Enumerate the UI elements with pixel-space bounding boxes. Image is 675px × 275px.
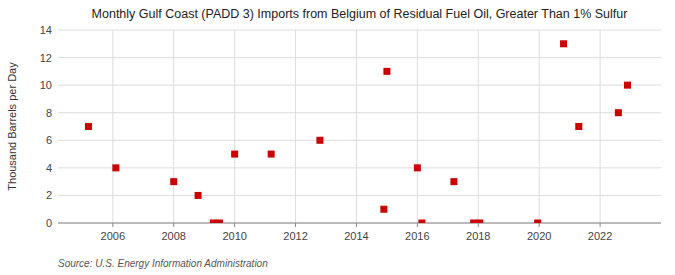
- x-tick: [234, 223, 235, 227]
- point: [534, 220, 541, 224]
- point: [615, 109, 622, 116]
- x-tick-label: 2006: [101, 230, 125, 242]
- point: [231, 151, 238, 158]
- y-tick-label: 12: [40, 52, 52, 64]
- point: [216, 220, 223, 224]
- points: [85, 40, 631, 223]
- x-tick-label: 2022: [588, 230, 612, 242]
- y-tick-label: 2: [46, 189, 52, 201]
- grid-line: [234, 30, 235, 223]
- grid-line: [58, 140, 661, 141]
- grid-line: [417, 30, 418, 223]
- x-tick-label: 2014: [344, 230, 368, 242]
- x-tick-label: 2018: [466, 230, 490, 242]
- point: [170, 178, 177, 185]
- point: [470, 220, 477, 224]
- x-tick: [173, 223, 174, 227]
- point: [316, 137, 323, 144]
- grid-line: [112, 30, 113, 223]
- grid-line: [58, 112, 661, 113]
- point: [380, 206, 387, 213]
- x-tick: [112, 223, 113, 227]
- grid-line: [600, 30, 601, 223]
- background: [0, 0, 675, 275]
- grid-line: [356, 30, 357, 223]
- grid-line: [58, 85, 661, 86]
- y-tick-label: 4: [46, 162, 52, 174]
- point: [210, 220, 217, 224]
- x-tick-label: 2016: [405, 230, 429, 242]
- y-tick-label: 14: [40, 24, 52, 36]
- point: [476, 220, 483, 224]
- x-tick: [356, 223, 357, 227]
- x-tick-label: 2008: [161, 230, 185, 242]
- point: [575, 123, 582, 130]
- point: [624, 82, 631, 89]
- x-tick-label: 2012: [283, 230, 307, 242]
- x-tick: [539, 223, 540, 227]
- point: [85, 123, 92, 130]
- grid-line: [58, 195, 661, 196]
- y-axis-label: Thousand Barrels per Day: [6, 62, 18, 191]
- point: [418, 220, 425, 224]
- grid-line: [295, 30, 296, 223]
- x-tick: [600, 223, 601, 227]
- point: [268, 151, 275, 158]
- y-tick-label: 10: [40, 79, 52, 91]
- point: [383, 68, 390, 75]
- grid-line: [58, 57, 661, 58]
- grid-line: [58, 223, 661, 224]
- grid-line: [478, 30, 479, 223]
- point: [195, 192, 202, 199]
- chart: Monthly Gulf Coast (PADD 3) Imports from…: [0, 0, 675, 275]
- y-tick-label: 8: [46, 107, 52, 119]
- x-tick: [417, 223, 418, 227]
- x-tick-label: 2020: [527, 230, 551, 242]
- x-tick-label: 2010: [222, 230, 246, 242]
- point: [112, 164, 119, 171]
- source: Source: U.S. Energy Information Administ…: [58, 258, 268, 269]
- point: [414, 164, 421, 171]
- point: [560, 40, 567, 47]
- grid-line: [58, 167, 661, 168]
- x-axis-line: [58, 223, 661, 224]
- title: Monthly Gulf Coast (PADD 3) Imports from…: [92, 7, 628, 21]
- grid: [58, 30, 661, 223]
- x-tick: [295, 223, 296, 227]
- grid-line: [58, 30, 661, 31]
- grid-line: [173, 30, 174, 223]
- x-tick: [478, 223, 479, 227]
- grid-line: [539, 30, 540, 223]
- point: [450, 178, 457, 185]
- y-tick-label: 6: [46, 134, 52, 146]
- y-tick-label: 0: [46, 217, 52, 229]
